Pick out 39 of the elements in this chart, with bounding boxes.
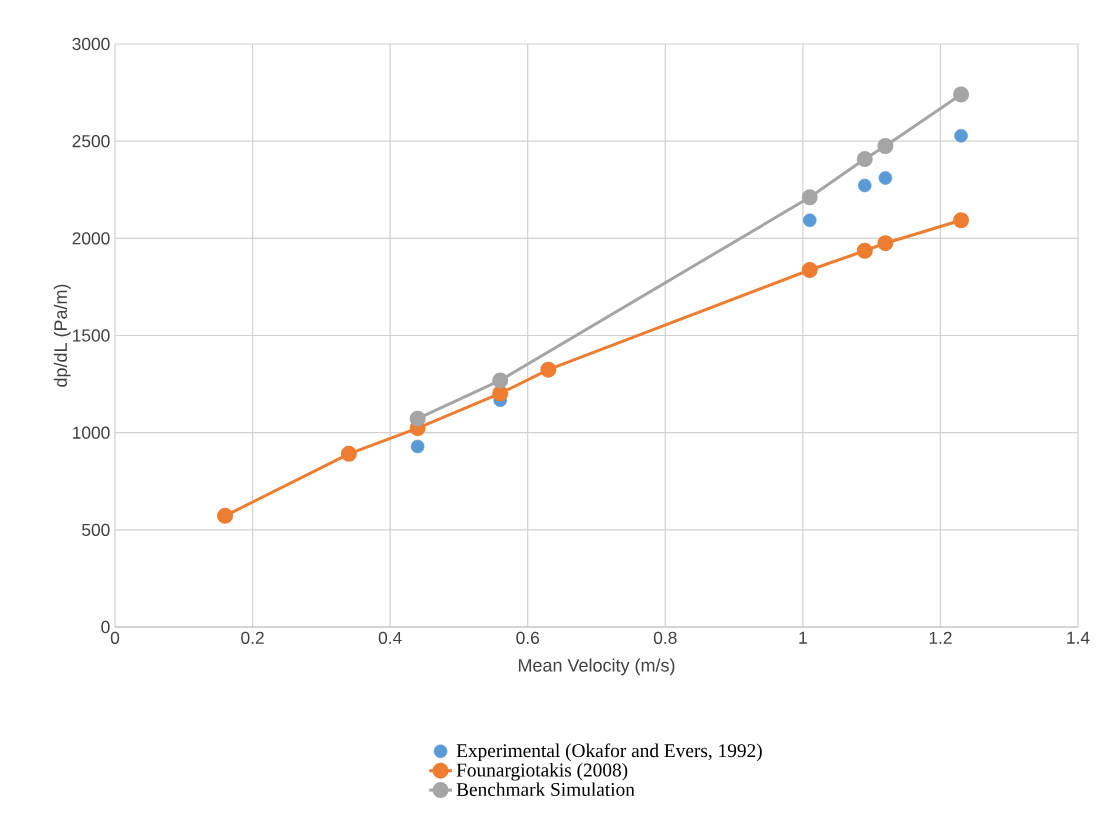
point	[878, 171, 893, 185]
point	[953, 86, 970, 103]
x-tick-label: 1	[799, 631, 807, 644]
y-axis-title: dp/dL (Pa/m)	[53, 284, 71, 387]
x-tick-label: 0.2	[241, 631, 264, 644]
y-tick-label: 2500	[72, 135, 110, 148]
point	[802, 213, 817, 228]
y-tick-label: 1000	[73, 426, 110, 439]
y-tick-label: 2000	[72, 232, 110, 245]
x-tick-label: 1.2	[929, 631, 952, 644]
y-tick-label: 0	[101, 620, 110, 634]
point	[217, 507, 234, 524]
y-tick-label: 500	[82, 523, 110, 536]
point	[409, 410, 426, 427]
point	[492, 385, 509, 402]
point	[953, 212, 970, 229]
legend-label: Founargiotakis (2008)	[456, 762, 628, 781]
point	[801, 189, 818, 206]
point	[877, 235, 894, 252]
x-axis-title: Mean Velocity (m/s)	[518, 658, 675, 676]
y-tick-label: 3000	[72, 37, 110, 51]
point	[954, 128, 968, 143]
point	[410, 439, 425, 454]
point	[877, 138, 894, 155]
y-tick-label: 1500	[73, 329, 110, 342]
legend-label: Benchmark Simulation	[456, 782, 635, 796]
x-tick-label: 0	[110, 631, 120, 644]
point	[540, 361, 557, 378]
x-tick-label: 1.4	[1067, 631, 1090, 644]
x-tick-label: 0.4	[378, 631, 402, 644]
point	[340, 445, 357, 462]
point	[492, 372, 509, 389]
x-tick-label: 0.8	[653, 631, 677, 644]
legend-label: Experimental (Okafor and Evers, 1992)	[456, 743, 762, 762]
point	[856, 242, 873, 259]
x-tick-label: 0.6	[516, 631, 540, 644]
point	[801, 262, 818, 279]
point	[857, 178, 872, 193]
point	[856, 151, 873, 168]
